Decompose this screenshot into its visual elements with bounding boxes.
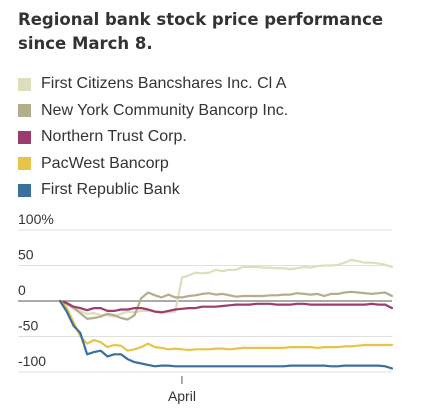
legend-swatch (18, 157, 31, 171)
legend-item: First Citizens Bancshares Inc. Cl A (18, 71, 288, 98)
legend-swatch (18, 77, 31, 91)
y-tick-label: -50 (18, 318, 38, 334)
series-line (58, 299, 394, 352)
legend-item: First Republic Bank (18, 177, 288, 204)
legend-swatch (18, 183, 31, 197)
legend-item: Northern Trust Corp. (18, 124, 288, 151)
series-line (58, 299, 394, 314)
legend-label: First Republic Bank (41, 181, 180, 199)
chart-title: Regional bank stock price performance si… (18, 10, 384, 53)
x-tick-label: April (168, 388, 196, 404)
legend-label: PacWest Bancorp (41, 154, 169, 172)
legend-label: Northern Trust Corp. (41, 128, 187, 146)
y-tick-label: 0 (18, 282, 26, 298)
legend-item: New York Community Bancorp Inc. (18, 98, 288, 125)
series-line (58, 290, 394, 321)
y-tick-label: 100% (18, 211, 54, 227)
series-line (58, 258, 394, 318)
legend-swatch (18, 130, 31, 144)
legend-label: First Citizens Bancshares Inc. Cl A (41, 75, 287, 93)
legend-label: New York Community Bancorp Inc. (41, 101, 289, 119)
series-line (58, 299, 394, 370)
y-tick-label: -100 (18, 353, 46, 369)
y-tick-label: 50 (18, 247, 34, 263)
legend: First Citizens Bancshares Inc. Cl A New … (18, 71, 288, 204)
legend-item: PacWest Bancorp (18, 151, 288, 178)
legend-swatch (18, 104, 31, 118)
